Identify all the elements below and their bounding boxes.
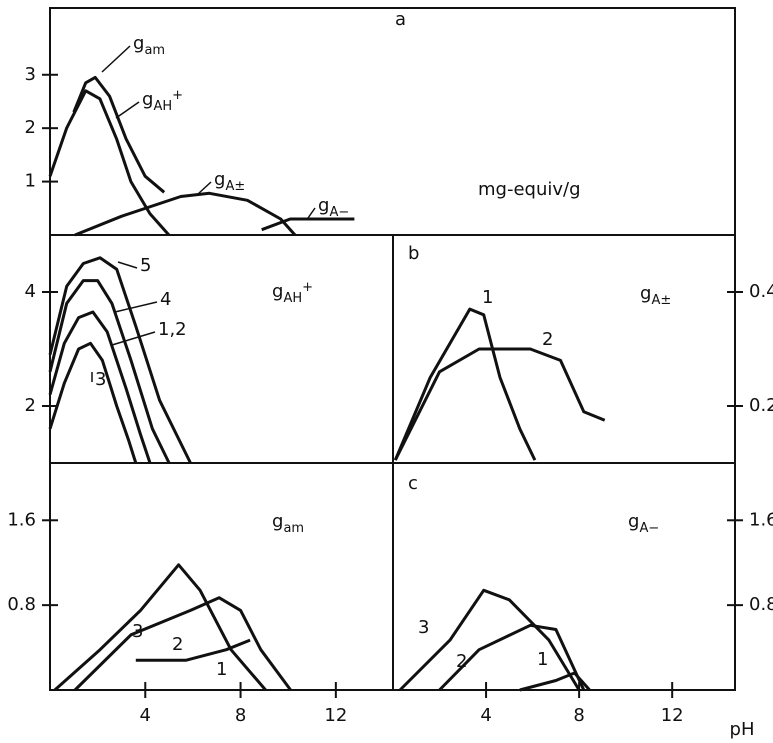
curve-label: gAH+ xyxy=(142,88,183,114)
y-tick-label: 1.6 xyxy=(749,509,773,530)
y-tick-label: 4 xyxy=(25,281,36,302)
curve-label: 1,2 xyxy=(158,319,187,340)
leader-line xyxy=(117,261,138,269)
curve xyxy=(53,563,267,692)
leader-line xyxy=(111,331,156,346)
panel-quantity: gA− xyxy=(628,511,659,536)
y-tick-label: 0.8 xyxy=(749,594,773,615)
curve xyxy=(393,347,606,461)
x-tick-label: 12 xyxy=(661,705,684,726)
curve xyxy=(48,341,138,464)
curve xyxy=(72,75,166,194)
panel-letter: b xyxy=(408,243,419,264)
panel-frame xyxy=(49,462,394,691)
panel-frame xyxy=(392,462,736,691)
curve-label: 2 xyxy=(542,329,553,350)
curve xyxy=(48,279,171,464)
curve-label: gA± xyxy=(214,169,245,194)
y-tick-label: 2 xyxy=(25,395,36,416)
units-annotation: mg-equiv/g xyxy=(478,179,581,200)
curve xyxy=(48,256,192,464)
panel-frame xyxy=(49,234,394,464)
x-tick-label: 4 xyxy=(140,705,151,726)
curve xyxy=(519,671,591,692)
curve xyxy=(261,217,355,232)
curve-label: gA− xyxy=(318,195,349,220)
y-tick-label: 3 xyxy=(25,64,36,85)
x-axis-label: pH xyxy=(730,719,755,740)
curve xyxy=(48,310,152,464)
panel-letter: c xyxy=(408,473,418,494)
leader-line xyxy=(101,45,131,73)
curve-label: gam xyxy=(133,33,165,58)
curve xyxy=(135,638,251,662)
leader-line xyxy=(307,207,316,219)
panel-quantity: gAH+ xyxy=(272,280,313,306)
curve-label: 1 xyxy=(482,287,493,308)
x-tick-label: 8 xyxy=(235,705,246,726)
y-tick-label: 1.6 xyxy=(7,509,36,530)
curve-label: 2 xyxy=(456,651,467,672)
curve xyxy=(393,307,537,461)
y-tick-label: 0.8 xyxy=(7,594,36,615)
curve-label: 4 xyxy=(160,289,171,310)
y-tick-label: 0.2 xyxy=(749,395,773,416)
curve xyxy=(398,588,581,692)
curve-label: 2 xyxy=(172,634,183,655)
curve-label: 3 xyxy=(95,369,106,390)
curve xyxy=(48,89,171,236)
curve xyxy=(438,623,586,692)
x-tick-label: 4 xyxy=(480,705,491,726)
curve-label: 1 xyxy=(537,649,548,670)
leader-line xyxy=(115,101,140,119)
curve xyxy=(73,596,292,692)
curve-label: 5 xyxy=(140,255,151,276)
panel-letter: a xyxy=(395,9,406,30)
leader-line xyxy=(114,301,158,313)
leader-line xyxy=(197,181,212,195)
panel-frame xyxy=(392,234,736,464)
panel-quantity: gA± xyxy=(640,283,671,308)
curve xyxy=(74,191,297,237)
x-tick-label: 12 xyxy=(324,705,347,726)
curve-label: 1 xyxy=(216,659,227,680)
y-tick-label: 0.4 xyxy=(749,281,773,302)
panel-quantity: gam xyxy=(272,511,304,536)
curve-label: 3 xyxy=(418,617,429,638)
y-tick-label: 1 xyxy=(25,171,36,192)
y-tick-label: 2 xyxy=(25,117,36,138)
x-tick-label: 8 xyxy=(573,705,584,726)
